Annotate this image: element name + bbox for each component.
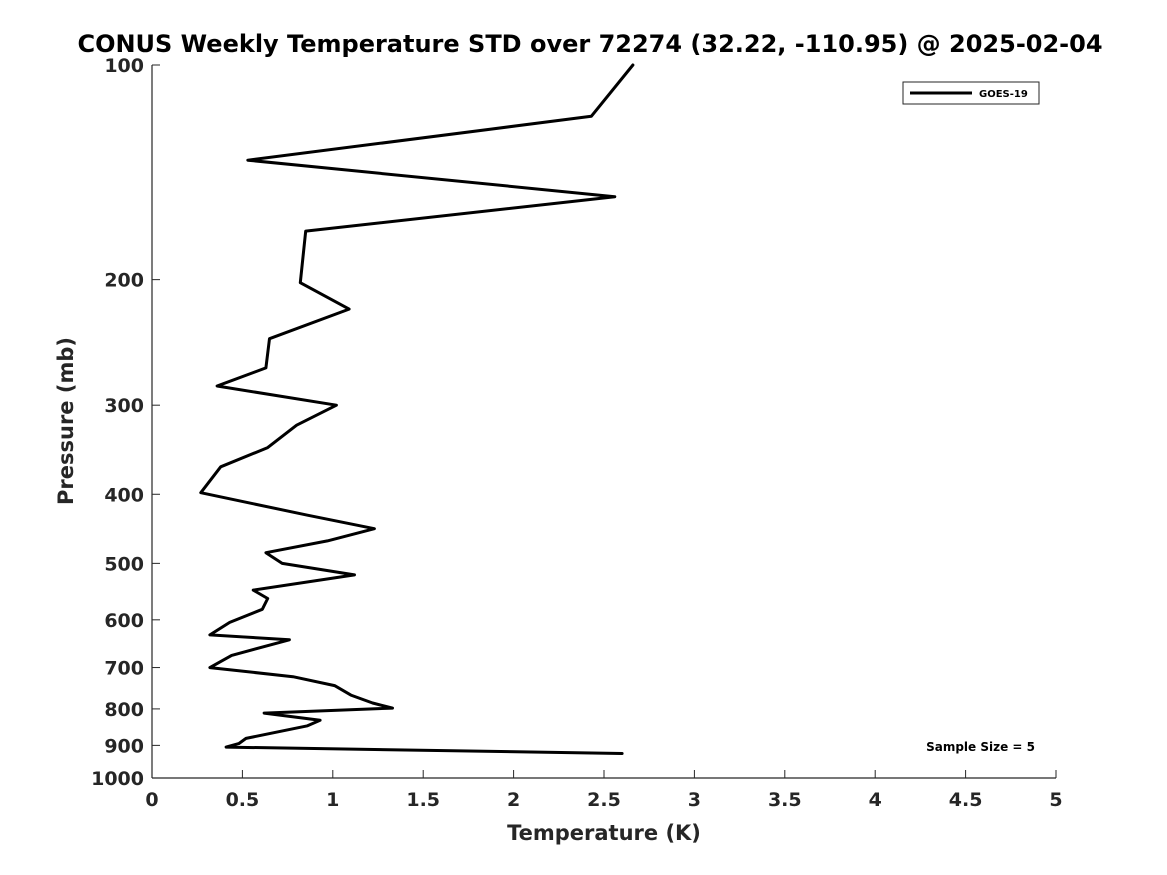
y-tick-label: 700 [104,658,144,680]
series-group [199,63,635,755]
x-tick-label: 2 [507,789,520,811]
y-tick-label: 500 [104,553,144,575]
x-axis-label: Temperature (K) [507,821,701,845]
x-tick-label: 5 [1049,789,1062,811]
y-tick-label: 400 [104,484,144,506]
x-ticks: 0 0.5 1 1.5 2 2.5 3 3.5 4 4.5 5 [145,770,1063,811]
x-tick-label: 3.5 [768,789,802,811]
x-tick-label: 4 [869,789,882,811]
y-tick-label: 900 [104,735,144,757]
y-tick-label: 600 [104,610,144,632]
x-tick-label: 0.5 [226,789,260,811]
y-tick-label: 100 [104,55,144,77]
x-tick-label: 0 [145,789,158,811]
sample-size-annotation: Sample Size = 5 [926,740,1035,754]
x-tick-label: 4.5 [949,789,983,811]
x-tick-label: 1.5 [406,789,440,811]
x-tick-label: 2.5 [587,789,621,811]
y-tick-label: 300 [104,395,144,417]
y-axis-label: Pressure (mb) [54,337,78,505]
axes [151,65,1056,779]
x-tick-label: 3 [688,789,701,811]
legend: GOES-19 [902,81,1040,105]
y-tick-label: 800 [104,699,144,721]
x-tick-label: 1 [326,789,339,811]
y-tick-label: 1000 [91,768,144,790]
series-line-goes-19 [199,63,635,755]
chart-title: CONUS Weekly Temperature STD over 72274 … [77,30,1102,58]
legend-label-goes-19: GOES-19 [979,89,1028,100]
y-tick-label: 200 [104,270,144,292]
y-ticks: 100 200 300 400 500 600 700 800 900 1000 [91,55,160,790]
